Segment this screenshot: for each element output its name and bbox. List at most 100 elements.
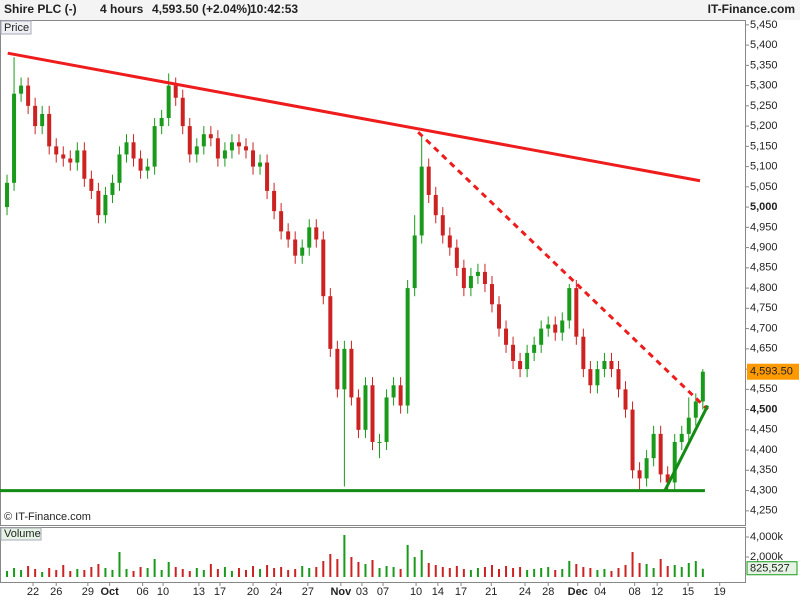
candle-body: [33, 105, 38, 127]
candle-body: [658, 433, 663, 475]
x-tick-label: 03: [356, 586, 368, 598]
candle-body: [208, 134, 213, 139]
candle-body: [124, 142, 129, 155]
volume-bar: [420, 550, 423, 577]
candle-body: [525, 352, 530, 370]
y-tick-label: 4,500: [750, 403, 778, 415]
x-tick-label: 17: [455, 586, 467, 598]
candle-body: [447, 235, 452, 248]
candle-body: [258, 162, 263, 167]
volume-bar: [385, 566, 388, 577]
volume-bar: [462, 569, 465, 577]
x-tick-label: 06: [137, 586, 149, 598]
candle-body: [419, 166, 424, 236]
price-label-box: [0, 20, 32, 35]
y-tick-label: 4,400: [750, 444, 778, 456]
volume-bar: [610, 571, 613, 577]
price-frame: [0, 20, 746, 526]
volume-bar: [512, 568, 515, 577]
trendline: [663, 404, 710, 492]
candle-body: [54, 146, 59, 155]
y-tick-label: 5,050: [750, 181, 778, 193]
volume-bar: [301, 566, 304, 577]
volume-bar: [174, 567, 177, 577]
candle-body: [363, 385, 368, 430]
y-tick-label: 4,450: [750, 424, 778, 436]
candle-body: [651, 433, 656, 459]
volume-bar: [97, 564, 100, 577]
x-tick-label: 24: [270, 586, 282, 598]
volume-bar: [202, 570, 205, 577]
volume-bar: [526, 570, 529, 577]
candle-body: [12, 93, 17, 183]
volume-bar: [132, 571, 135, 577]
y-tick-label: 4,550: [750, 383, 778, 395]
candle-body: [26, 85, 31, 106]
volume-bar: [273, 568, 276, 577]
candle-body: [588, 369, 593, 386]
volume-bar: [55, 570, 58, 577]
volume-bar: [652, 568, 655, 577]
candle-body: [567, 288, 572, 321]
candle-body: [75, 150, 80, 163]
candle-body: [110, 182, 115, 195]
y-tick-label: 2,000k: [750, 551, 784, 563]
volume-bar: [252, 566, 255, 577]
current-price-label: 4,593.50: [750, 366, 793, 378]
candle-body: [497, 304, 502, 329]
volume-bar: [505, 566, 508, 577]
volume-panel-label: Volume: [4, 528, 41, 540]
y-tick-label: 4,850: [750, 262, 778, 274]
volume-bar: [90, 567, 93, 577]
x-tick-label: 20: [247, 586, 259, 598]
x-tick-label: 22: [27, 586, 39, 598]
volume-bar: [659, 559, 662, 577]
candle-body: [616, 369, 621, 390]
candle-body: [47, 113, 52, 147]
candle-body: [61, 154, 66, 159]
volume-bar: [554, 570, 557, 577]
volume-bar: [476, 568, 479, 577]
site: IT-Finance.com: [708, 2, 795, 16]
volume-bar: [308, 568, 311, 577]
volume-bar: [568, 561, 571, 577]
candle-body: [145, 166, 150, 171]
candle-body: [103, 194, 108, 216]
y-tick-label: 5,000: [750, 201, 778, 213]
volume-bar: [596, 570, 599, 577]
volume-bar: [181, 569, 184, 577]
candle-body: [489, 284, 494, 305]
x-tick-label: 29: [82, 586, 94, 598]
volume-bar: [76, 569, 79, 577]
x-tick-label: 24: [519, 586, 531, 598]
candle-body: [314, 227, 319, 240]
volume-bar: [315, 567, 318, 577]
candle-body: [468, 275, 473, 289]
x-tick-label: 07: [377, 586, 389, 598]
candle-body: [461, 267, 466, 289]
candle-body: [138, 158, 143, 171]
current-volume-box: [746, 561, 798, 576]
candle-body: [117, 154, 122, 183]
volume-bar: [336, 559, 339, 577]
volume-bar: [195, 568, 198, 577]
volume-bar: [392, 567, 395, 577]
volume-bar: [230, 571, 233, 577]
candle-body: [623, 389, 628, 410]
volume-bar: [13, 568, 16, 577]
candle-body: [243, 146, 248, 151]
candle-body: [518, 360, 523, 370]
volume-bar: [638, 563, 641, 577]
volume-bar: [27, 566, 30, 577]
candle-body: [251, 150, 256, 167]
candle-body: [454, 247, 459, 268]
candle-body: [173, 85, 178, 98]
volume-bar: [448, 568, 451, 577]
volume-bar: [280, 567, 283, 577]
candle-body: [581, 336, 586, 370]
volume-bar: [624, 565, 627, 577]
candle-body: [440, 215, 445, 236]
candle-body: [504, 328, 509, 345]
header-time: 10:42:53: [250, 2, 298, 16]
